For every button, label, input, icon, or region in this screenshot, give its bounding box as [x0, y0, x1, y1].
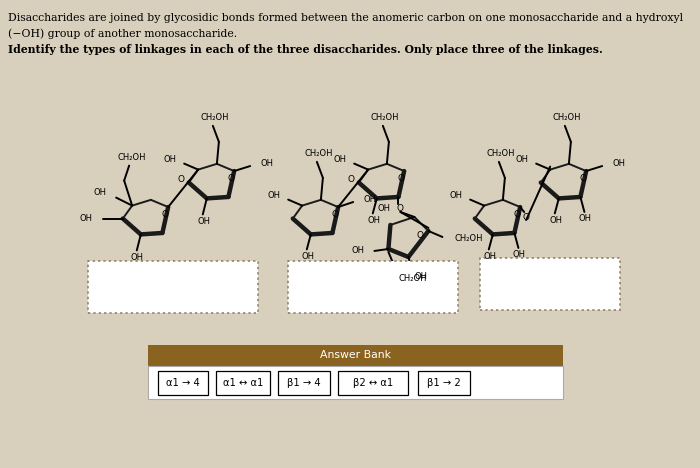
Text: O: O	[417, 232, 424, 241]
Text: OH: OH	[301, 252, 314, 261]
Bar	[288, 261, 458, 313]
Text: CH₂OH: CH₂OH	[370, 113, 399, 122]
Text: OH: OH	[513, 250, 526, 259]
Text: CH₂OH: CH₂OH	[304, 149, 333, 158]
Text: O: O	[523, 212, 530, 221]
Text: OH: OH	[515, 155, 528, 164]
Text: CH₂OH: CH₂OH	[454, 234, 483, 243]
Text: CH₂OH: CH₂OH	[398, 274, 427, 284]
Bar	[338, 371, 408, 395]
Text: CH₂OH: CH₂OH	[486, 149, 515, 158]
Bar	[278, 371, 330, 395]
Text: O: O	[228, 175, 234, 183]
Text: O: O	[162, 211, 169, 219]
Text: OH: OH	[163, 155, 176, 164]
Text: OH: OH	[449, 191, 462, 200]
Text: OH: OH	[260, 159, 273, 168]
Text: OH: OH	[363, 195, 376, 204]
Text: CH₂OH: CH₂OH	[201, 113, 229, 122]
Text: β1 → 2: β1 → 2	[427, 378, 461, 388]
Bar	[418, 371, 470, 395]
Text: CH₂OH: CH₂OH	[118, 153, 146, 162]
Text: α1 ↔ α1: α1 ↔ α1	[223, 378, 263, 388]
Text: OH: OH	[368, 216, 380, 225]
Text: OH: OH	[483, 252, 496, 261]
Text: OH: OH	[612, 159, 625, 168]
Text: (−OH) group of another monosaccharide.: (−OH) group of another monosaccharide.	[8, 28, 237, 38]
Text: OH: OH	[80, 214, 93, 223]
Text: OH: OH	[579, 214, 592, 223]
Text: OH: OH	[130, 253, 143, 262]
Text: CH₂OH: CH₂OH	[552, 113, 581, 122]
Text: Disaccharides are joined by glycosidic bonds formed between the anomeric carbon : Disaccharides are joined by glycosidic b…	[8, 13, 683, 23]
Text: Answer Bank: Answer Bank	[320, 351, 391, 360]
Bar	[480, 258, 620, 310]
Text: O: O	[580, 175, 587, 183]
Text: β1 → 4: β1 → 4	[287, 378, 321, 388]
Text: OH: OH	[414, 272, 428, 281]
Text: O: O	[397, 205, 404, 213]
Text: α1 → 4: α1 → 4	[166, 378, 200, 388]
Bar	[88, 261, 258, 313]
Text: OH: OH	[267, 191, 280, 200]
Text: OH: OH	[197, 217, 210, 226]
Bar	[216, 371, 270, 395]
Text: O: O	[332, 211, 339, 219]
Text: OH: OH	[351, 247, 365, 256]
Text: OH: OH	[333, 155, 346, 164]
Bar	[158, 371, 208, 395]
Text: O: O	[178, 175, 185, 184]
Bar	[148, 366, 563, 399]
Text: O: O	[398, 175, 405, 183]
Text: O: O	[348, 175, 355, 184]
Bar	[148, 345, 563, 366]
Text: Identify the types of linkages in each of the three disaccharides. Only place th: Identify the types of linkages in each o…	[8, 44, 603, 55]
Text: OH: OH	[93, 188, 106, 197]
Text: O: O	[514, 211, 521, 219]
Text: β2 ↔ α1: β2 ↔ α1	[353, 378, 393, 388]
Text: OH: OH	[377, 205, 391, 213]
Text: OH: OH	[550, 216, 562, 225]
